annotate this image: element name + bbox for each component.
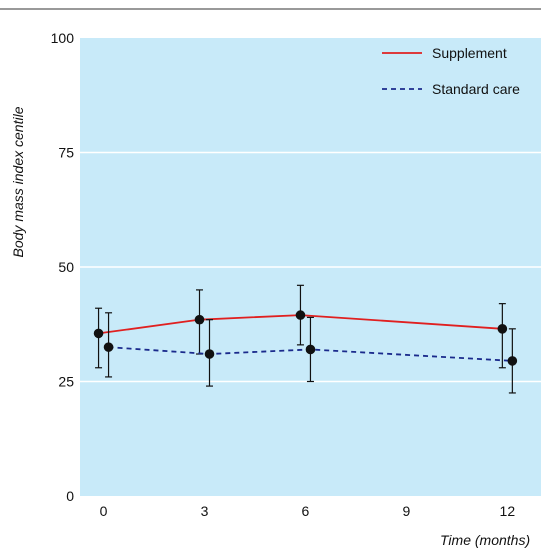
point-supplement-2 [295, 310, 306, 320]
series-line-supplement [98, 314, 503, 335]
legend: Supplement Standard care [382, 45, 520, 97]
point-standard-care-2 [305, 344, 316, 355]
legend-label-standard-care: Standard care [432, 81, 520, 97]
point-supplement-0 [93, 328, 104, 339]
point-standard-care-3 [507, 356, 518, 366]
y-tick-labels: 0 25 50 75 100 [51, 30, 75, 504]
point-standard-care-1 [204, 349, 215, 359]
y-tick-75: 75 [58, 145, 74, 161]
point-standard-care-0 [103, 342, 114, 352]
x-tick-labels: 0 3 6 9 12 [100, 503, 516, 519]
x-tick-6: 6 [302, 503, 310, 519]
x-tick-12: 12 [500, 503, 516, 519]
legend-label-supplement: Supplement [432, 45, 507, 61]
y-axis-title: Body mass index centile [10, 106, 26, 257]
y-tick-25: 25 [58, 374, 74, 390]
x-tick-0: 0 [100, 503, 108, 519]
x-tick-9: 9 [403, 503, 411, 519]
series-group [93, 284, 518, 394]
x-tick-3: 3 [201, 503, 209, 519]
x-axis-title: Time (months) [440, 532, 530, 548]
y-tick-50: 50 [58, 259, 74, 275]
point-supplement-3 [497, 324, 508, 334]
y-tick-0: 0 [66, 488, 74, 504]
y-tick-100: 100 [51, 30, 75, 46]
point-supplement-1 [194, 314, 205, 325]
